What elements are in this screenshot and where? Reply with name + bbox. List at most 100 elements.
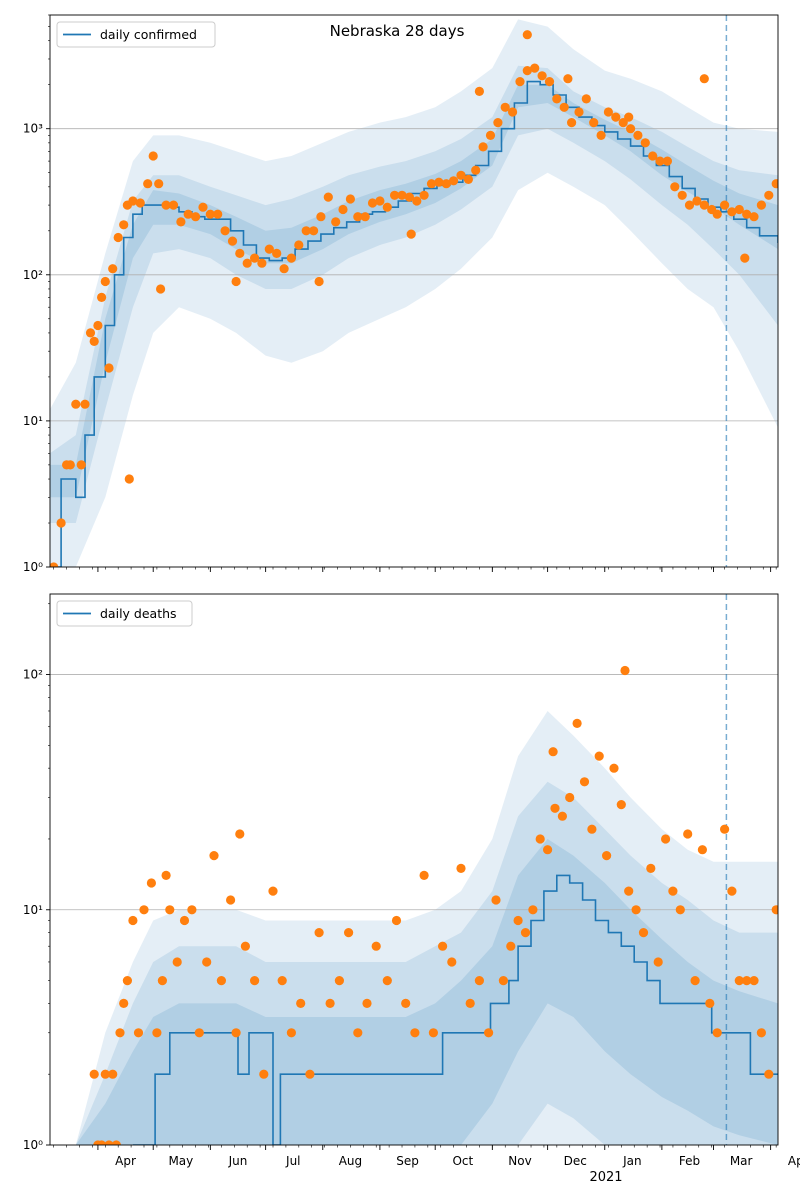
- inner-uncertainty-band: [50, 781, 778, 1145]
- data-point: [563, 74, 573, 84]
- data-point: [314, 928, 324, 938]
- data-point: [119, 220, 129, 230]
- data-point: [742, 976, 752, 986]
- x-tick-label: Sep: [396, 1154, 419, 1168]
- data-point: [653, 957, 663, 967]
- data-point: [122, 976, 132, 986]
- data-point: [506, 941, 516, 951]
- data-point: [50, 562, 59, 567]
- data-point: [179, 915, 190, 926]
- data-point: [56, 518, 66, 528]
- data-point: [491, 895, 501, 905]
- data-point: [168, 200, 179, 210]
- data-point: [428, 1028, 438, 1038]
- x-tick-label: Jan: [622, 1154, 642, 1168]
- y-tick-label: 10²: [23, 668, 43, 682]
- data-point: [119, 998, 129, 1009]
- data-point: [334, 976, 344, 986]
- data-point: [438, 941, 448, 951]
- legend-label: daily deaths: [100, 606, 177, 621]
- data-point: [353, 212, 363, 222]
- plot-area: [50, 15, 778, 567]
- data-point: [764, 1069, 774, 1079]
- data-point: [522, 66, 532, 76]
- y-tick-label: 10¹: [23, 903, 43, 917]
- x-tick-label: Jun: [228, 1154, 248, 1168]
- year-label: 2021: [589, 1170, 622, 1185]
- data-point: [235, 829, 245, 839]
- y-tick-label: 10¹: [23, 414, 43, 428]
- data-point: [749, 212, 759, 222]
- data-point: [690, 976, 700, 986]
- data-point: [250, 976, 260, 986]
- data-point: [484, 1028, 494, 1038]
- data-point: [89, 1069, 99, 1079]
- data-point: [108, 1069, 118, 1079]
- data-point: [530, 63, 540, 73]
- legend: daily confirmed: [56, 21, 216, 48]
- data-point: [471, 165, 481, 175]
- axes-frame: [49, 593, 779, 1146]
- data-point: [567, 118, 577, 128]
- data-point: [668, 886, 678, 896]
- data-point: [97, 292, 107, 302]
- data-point: [589, 118, 599, 128]
- data-point: [209, 851, 219, 861]
- data-point: [227, 236, 238, 246]
- x-tick-label: Apr: [788, 1154, 800, 1168]
- data-point: [611, 112, 621, 122]
- data-point: [205, 209, 215, 219]
- outer-uncertainty-band: [50, 19, 778, 567]
- data-point: [176, 217, 186, 227]
- data-point: [449, 176, 459, 186]
- x-tick-label: May: [168, 1154, 193, 1168]
- data-point: [522, 30, 532, 40]
- data-point: [111, 1140, 121, 1145]
- data-point: [146, 878, 156, 888]
- data-point: [699, 200, 709, 210]
- data-point: [764, 190, 774, 200]
- data-point: [231, 276, 241, 287]
- data-point: [624, 112, 634, 122]
- data-point: [684, 200, 695, 210]
- data-point: [579, 777, 590, 787]
- model-line: [132, 874, 778, 1145]
- data-point: [108, 264, 118, 274]
- legend-box: [56, 21, 216, 48]
- data-point: [404, 192, 414, 202]
- data-point: [371, 941, 381, 951]
- data-point: [559, 102, 569, 112]
- data-point: [537, 71, 547, 81]
- data-point: [596, 130, 606, 140]
- data-point: [602, 851, 612, 861]
- data-point: [154, 179, 164, 189]
- data-point: [697, 845, 708, 855]
- data-point: [727, 207, 737, 217]
- data-point: [272, 248, 282, 258]
- data-point: [202, 957, 212, 967]
- legend-label: daily confirmed: [100, 27, 197, 42]
- data-point: [603, 107, 614, 117]
- data-point: [76, 460, 86, 470]
- data-point: [712, 209, 722, 219]
- data-point: [362, 998, 372, 1009]
- data-point: [756, 1028, 767, 1038]
- data-point: [240, 941, 250, 951]
- data-point: [216, 976, 226, 986]
- data-point: [646, 863, 656, 874]
- data-point: [683, 829, 693, 839]
- data-point: [65, 460, 75, 470]
- data-point: [124, 474, 134, 484]
- data-point: [620, 665, 630, 676]
- data-point: [367, 198, 378, 208]
- data-point: [71, 399, 81, 409]
- data-point: [548, 747, 558, 757]
- data-point: [100, 276, 110, 287]
- data-point: [152, 1028, 162, 1038]
- data-point: [434, 177, 444, 187]
- data-point: [331, 217, 341, 227]
- data-point: [661, 834, 671, 844]
- data-point: [485, 130, 496, 140]
- data-point: [594, 751, 604, 761]
- data-point: [325, 998, 335, 1009]
